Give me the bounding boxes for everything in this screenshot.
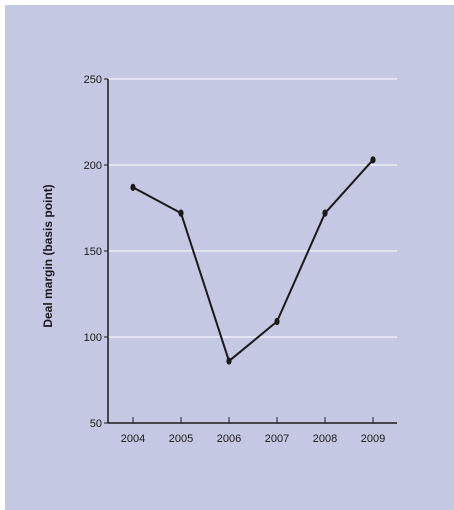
x-tick-label-2009: 2009 [361,433,385,445]
data-point-2007 [274,317,280,326]
y-tick-label-50: 50 [90,418,102,430]
series-layer [130,156,376,365]
y-tick-label-100: 100 [84,332,102,344]
y-tick-label-150: 150 [84,246,102,258]
axes [104,78,397,424]
data-point-2006 [226,357,232,365]
data-point-2008 [322,209,328,217]
x-tick-label-2006: 2006 [217,433,241,445]
gridlines [108,78,397,338]
x-tick-label-2004: 2004 [121,433,145,445]
chart-panel: 250 200 150 100 50 2004 2005 2006 2007 2008 2009 … [5,5,454,510]
x-tick-label-2008: 2008 [313,433,337,445]
data-point-2009 [370,156,376,164]
data-point-2005 [178,209,184,217]
x-tick-label-2007: 2007 [265,433,289,445]
y-tick-label-200: 200 [84,160,102,172]
x-tick-labels: 2004 2005 2006 2007 2008 2009 [121,433,385,445]
series-line-0 [132,159,374,363]
x-tick-label-2005: 2005 [169,433,193,445]
y-axis-title: Deal margin (basis point) [41,184,55,327]
data-point-2004 [130,183,136,191]
y-tick-label-250: 250 [84,74,102,86]
y-tick-labels: 250 200 150 100 50 [84,74,102,430]
